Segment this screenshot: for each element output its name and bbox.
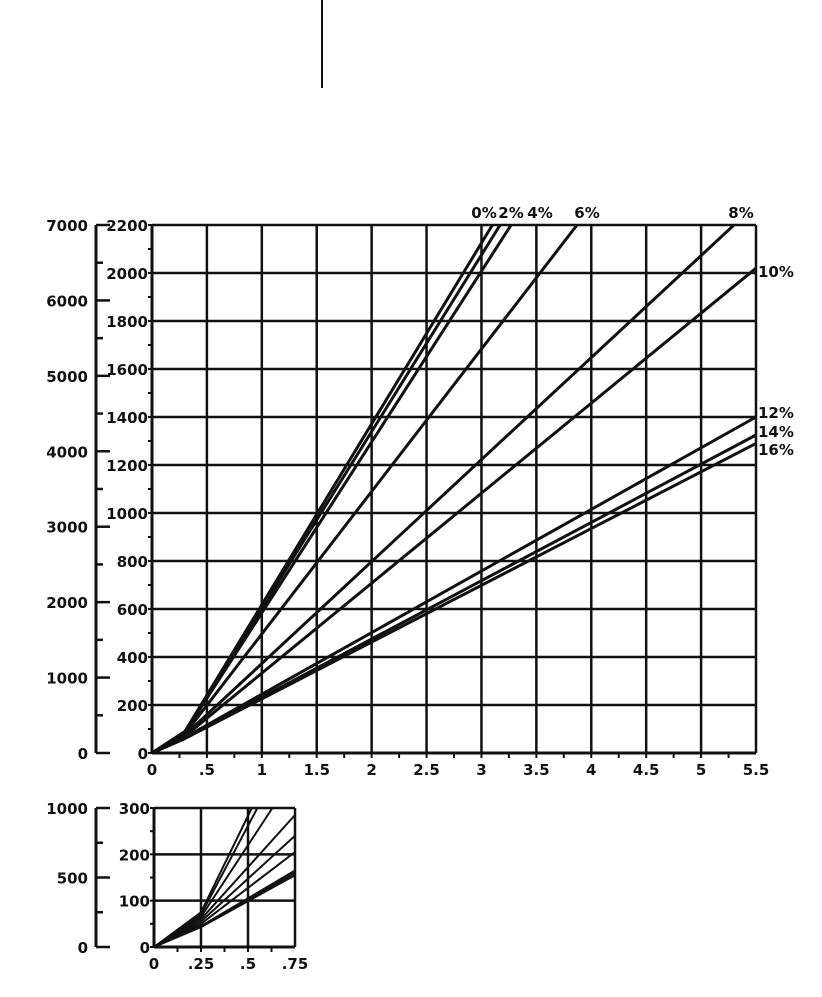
- main-x-label: 1.5: [303, 761, 330, 779]
- series-label-2: 2%: [498, 204, 523, 222]
- main-y-inner-label: 2000: [106, 265, 148, 283]
- inset-series-line-3: [153, 807, 274, 948]
- inset-series-line-9: [153, 874, 296, 948]
- main-y-outer-label: 6000: [46, 292, 88, 310]
- main-y-inner-label: 2200: [106, 217, 148, 235]
- main-series-line-9: [151, 442, 757, 755]
- main-y-inner-label: 600: [117, 601, 148, 619]
- inset-y-outer-label: 0: [78, 939, 88, 957]
- main-x-label: 4: [586, 761, 596, 779]
- inset-y-inner-label: 0: [140, 939, 150, 957]
- main-x-label: 2.5: [413, 761, 440, 779]
- series-label-3: 4%: [527, 204, 552, 222]
- main-y-outer-label: 3000: [46, 519, 88, 537]
- main-y-inner-label: 400: [117, 649, 148, 667]
- inset-x-label: 0: [149, 955, 159, 973]
- series-label-5: 8%: [728, 204, 753, 222]
- main-y-outer-label: 5000: [46, 368, 88, 386]
- main-series-line-4: [151, 224, 579, 755]
- inset-y-outer-label: 500: [57, 870, 88, 888]
- main-y-outer-label: 4000: [46, 443, 88, 461]
- inset-x-label: .25: [188, 955, 215, 973]
- series-label-6: 10%: [758, 263, 794, 281]
- main-x-label: 5: [696, 761, 706, 779]
- main-x-label: 3.5: [523, 761, 550, 779]
- main-y-outer-label: 1000: [46, 670, 88, 688]
- main-x-label: 5.5: [743, 761, 770, 779]
- series-label-9: 16%: [758, 441, 794, 459]
- main-chart: 0200400600800100012001400160018002000220…: [46, 204, 794, 779]
- main-y-inner-label: 1600: [106, 361, 148, 379]
- main-y-outer-label: 0: [78, 745, 88, 763]
- inset-x-label: .5: [240, 955, 256, 973]
- main-y-inner-label: 0: [138, 745, 148, 763]
- main-x-label: 2: [366, 761, 376, 779]
- inset-y-inner-label: 200: [119, 846, 150, 864]
- main-y-inner-label: 1000: [106, 505, 148, 523]
- inset-x-label: .75: [282, 955, 309, 973]
- main-y-inner-label: 1200: [106, 457, 148, 475]
- main-x-label: 1: [257, 761, 267, 779]
- inset-chart: 0 100 200 300 0 500 1000 0 .25 .5 .75: [46, 800, 308, 973]
- main-y-inner-label: 1800: [106, 313, 148, 331]
- main-y-inner-label: 800: [117, 553, 148, 571]
- main-x-label: 0: [147, 761, 157, 779]
- inset-y-inner-label: 300: [119, 800, 150, 818]
- inset-y-inner-label: 100: [119, 893, 150, 911]
- main-y-inner-label: 200: [117, 697, 148, 715]
- main-y-outer-label: 2000: [46, 594, 88, 612]
- main-series-line-1: [151, 224, 494, 755]
- main-x-label: 3: [476, 761, 486, 779]
- main-y-inner-label: 1400: [106, 409, 148, 427]
- main-series-line-7: [151, 415, 757, 755]
- series-label-1: 0%: [471, 204, 496, 222]
- main-x-label: 4.5: [633, 761, 660, 779]
- series-label-8: 14%: [758, 423, 794, 441]
- series-label-7: 12%: [758, 404, 794, 422]
- main-y-outer-label: 7000: [46, 217, 88, 235]
- series-label-4: 6%: [574, 204, 599, 222]
- main-x-label: .5: [199, 761, 215, 779]
- inset-y-outer-label: 1000: [46, 800, 88, 818]
